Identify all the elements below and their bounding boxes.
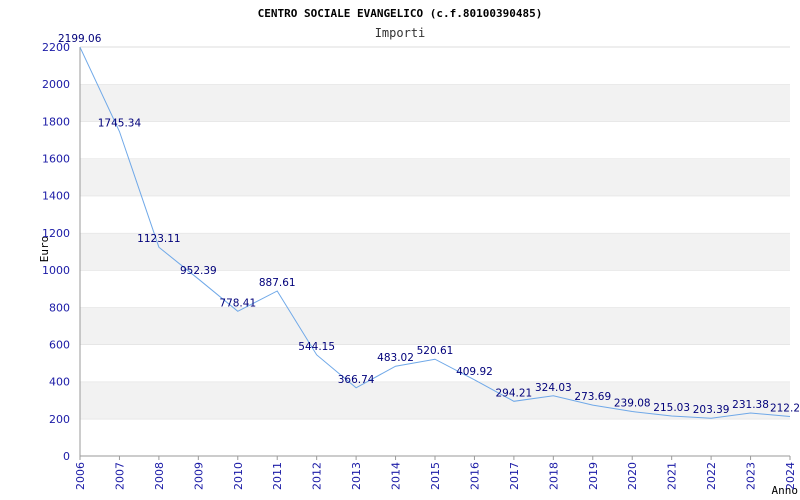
y-axis-ticks: 0 200 400 600 800 1000 1200 1400 1600 1800 2000 220… (42, 41, 70, 463)
grid-band (80, 344, 790, 382)
x-tick-label: 2008 (153, 462, 166, 490)
data-label: 2199.06 (58, 33, 102, 45)
y-tick-label: 800 (49, 301, 70, 314)
x-tick-label: 2006 (74, 462, 87, 490)
y-tick-label: 1800 (42, 115, 70, 128)
grid-band (80, 84, 790, 122)
grid-band (80, 381, 790, 419)
data-label: 324.03 (535, 382, 572, 394)
x-tick-label: 2010 (232, 462, 245, 490)
grid-band (80, 195, 790, 233)
data-label: 1745.34 (98, 118, 142, 130)
data-label: 366.74 (338, 374, 375, 386)
x-tick-label: 2016 (468, 462, 481, 490)
data-label: 778.41 (219, 297, 256, 309)
grid-band (80, 418, 790, 456)
data-label: 520.61 (417, 345, 454, 357)
y-tick-label: 1200 (42, 227, 70, 240)
y-tick-label: 1600 (42, 153, 70, 166)
grid-band (80, 270, 790, 308)
y-tick-label: 0 (63, 450, 70, 463)
data-label: 212.2 (770, 403, 800, 415)
chart-title: CENTRO SOCIALE EVANGELICO (c.f.801003904… (258, 7, 543, 20)
grid-band (80, 158, 790, 196)
data-label: 1123.11 (137, 233, 180, 245)
x-tick-label: 2024 (784, 462, 797, 490)
data-label: 952.39 (180, 265, 217, 277)
data-label: 273.69 (574, 391, 611, 403)
grid-band (80, 307, 790, 345)
data-label: 409.92 (456, 366, 493, 378)
x-tick-label: 2023 (745, 462, 758, 490)
y-tick-label: 400 (49, 376, 70, 389)
y-tick-label: 2200 (42, 41, 70, 54)
grid-band (80, 121, 790, 159)
x-tick-label: 2013 (350, 462, 363, 490)
y-tick-label: 600 (49, 338, 70, 351)
x-tick-label: 2019 (587, 462, 600, 490)
y-tick-label: 2000 (42, 78, 70, 91)
x-tick-label: 2017 (508, 462, 521, 490)
x-tick-label: 2021 (666, 462, 679, 490)
y-tick-label: 1400 (42, 190, 70, 203)
chart-subtitle: Importi (375, 26, 426, 40)
x-tick-label: 2007 (113, 462, 126, 490)
series-line (79, 46, 791, 419)
data-label: 203.39 (693, 404, 730, 416)
data-label: 544.15 (298, 341, 335, 353)
x-tick-label: 2015 (429, 462, 442, 490)
grid-bands (80, 46, 790, 456)
x-axis-ticks: 2006 2007 2008 2009 2010 2011 2012 2013 2014 2015… (74, 456, 797, 490)
x-tick-label: 2020 (626, 462, 639, 490)
x-tick-label: 2011 (271, 462, 284, 490)
data-label: 215.03 (653, 402, 690, 414)
x-axis-label: Anno (772, 484, 799, 497)
x-tick-label: 2012 (311, 462, 324, 490)
y-tick-label: 1000 (42, 264, 70, 277)
grid-band (80, 47, 790, 85)
data-label: 294.21 (496, 387, 533, 399)
x-tick-label: 2009 (192, 462, 205, 490)
y-tick-label: 200 (49, 413, 70, 426)
grid-band (80, 232, 790, 271)
data-label: 231.38 (732, 399, 769, 411)
data-label: 483.02 (377, 352, 414, 364)
x-tick-label: 2018 (547, 462, 560, 490)
data-label: 239.08 (614, 398, 651, 410)
y-axis-label: Euro (38, 236, 51, 263)
x-tick-label: 2022 (705, 462, 718, 490)
x-tick-label: 2014 (390, 462, 403, 490)
data-label: 887.61 (259, 277, 296, 289)
